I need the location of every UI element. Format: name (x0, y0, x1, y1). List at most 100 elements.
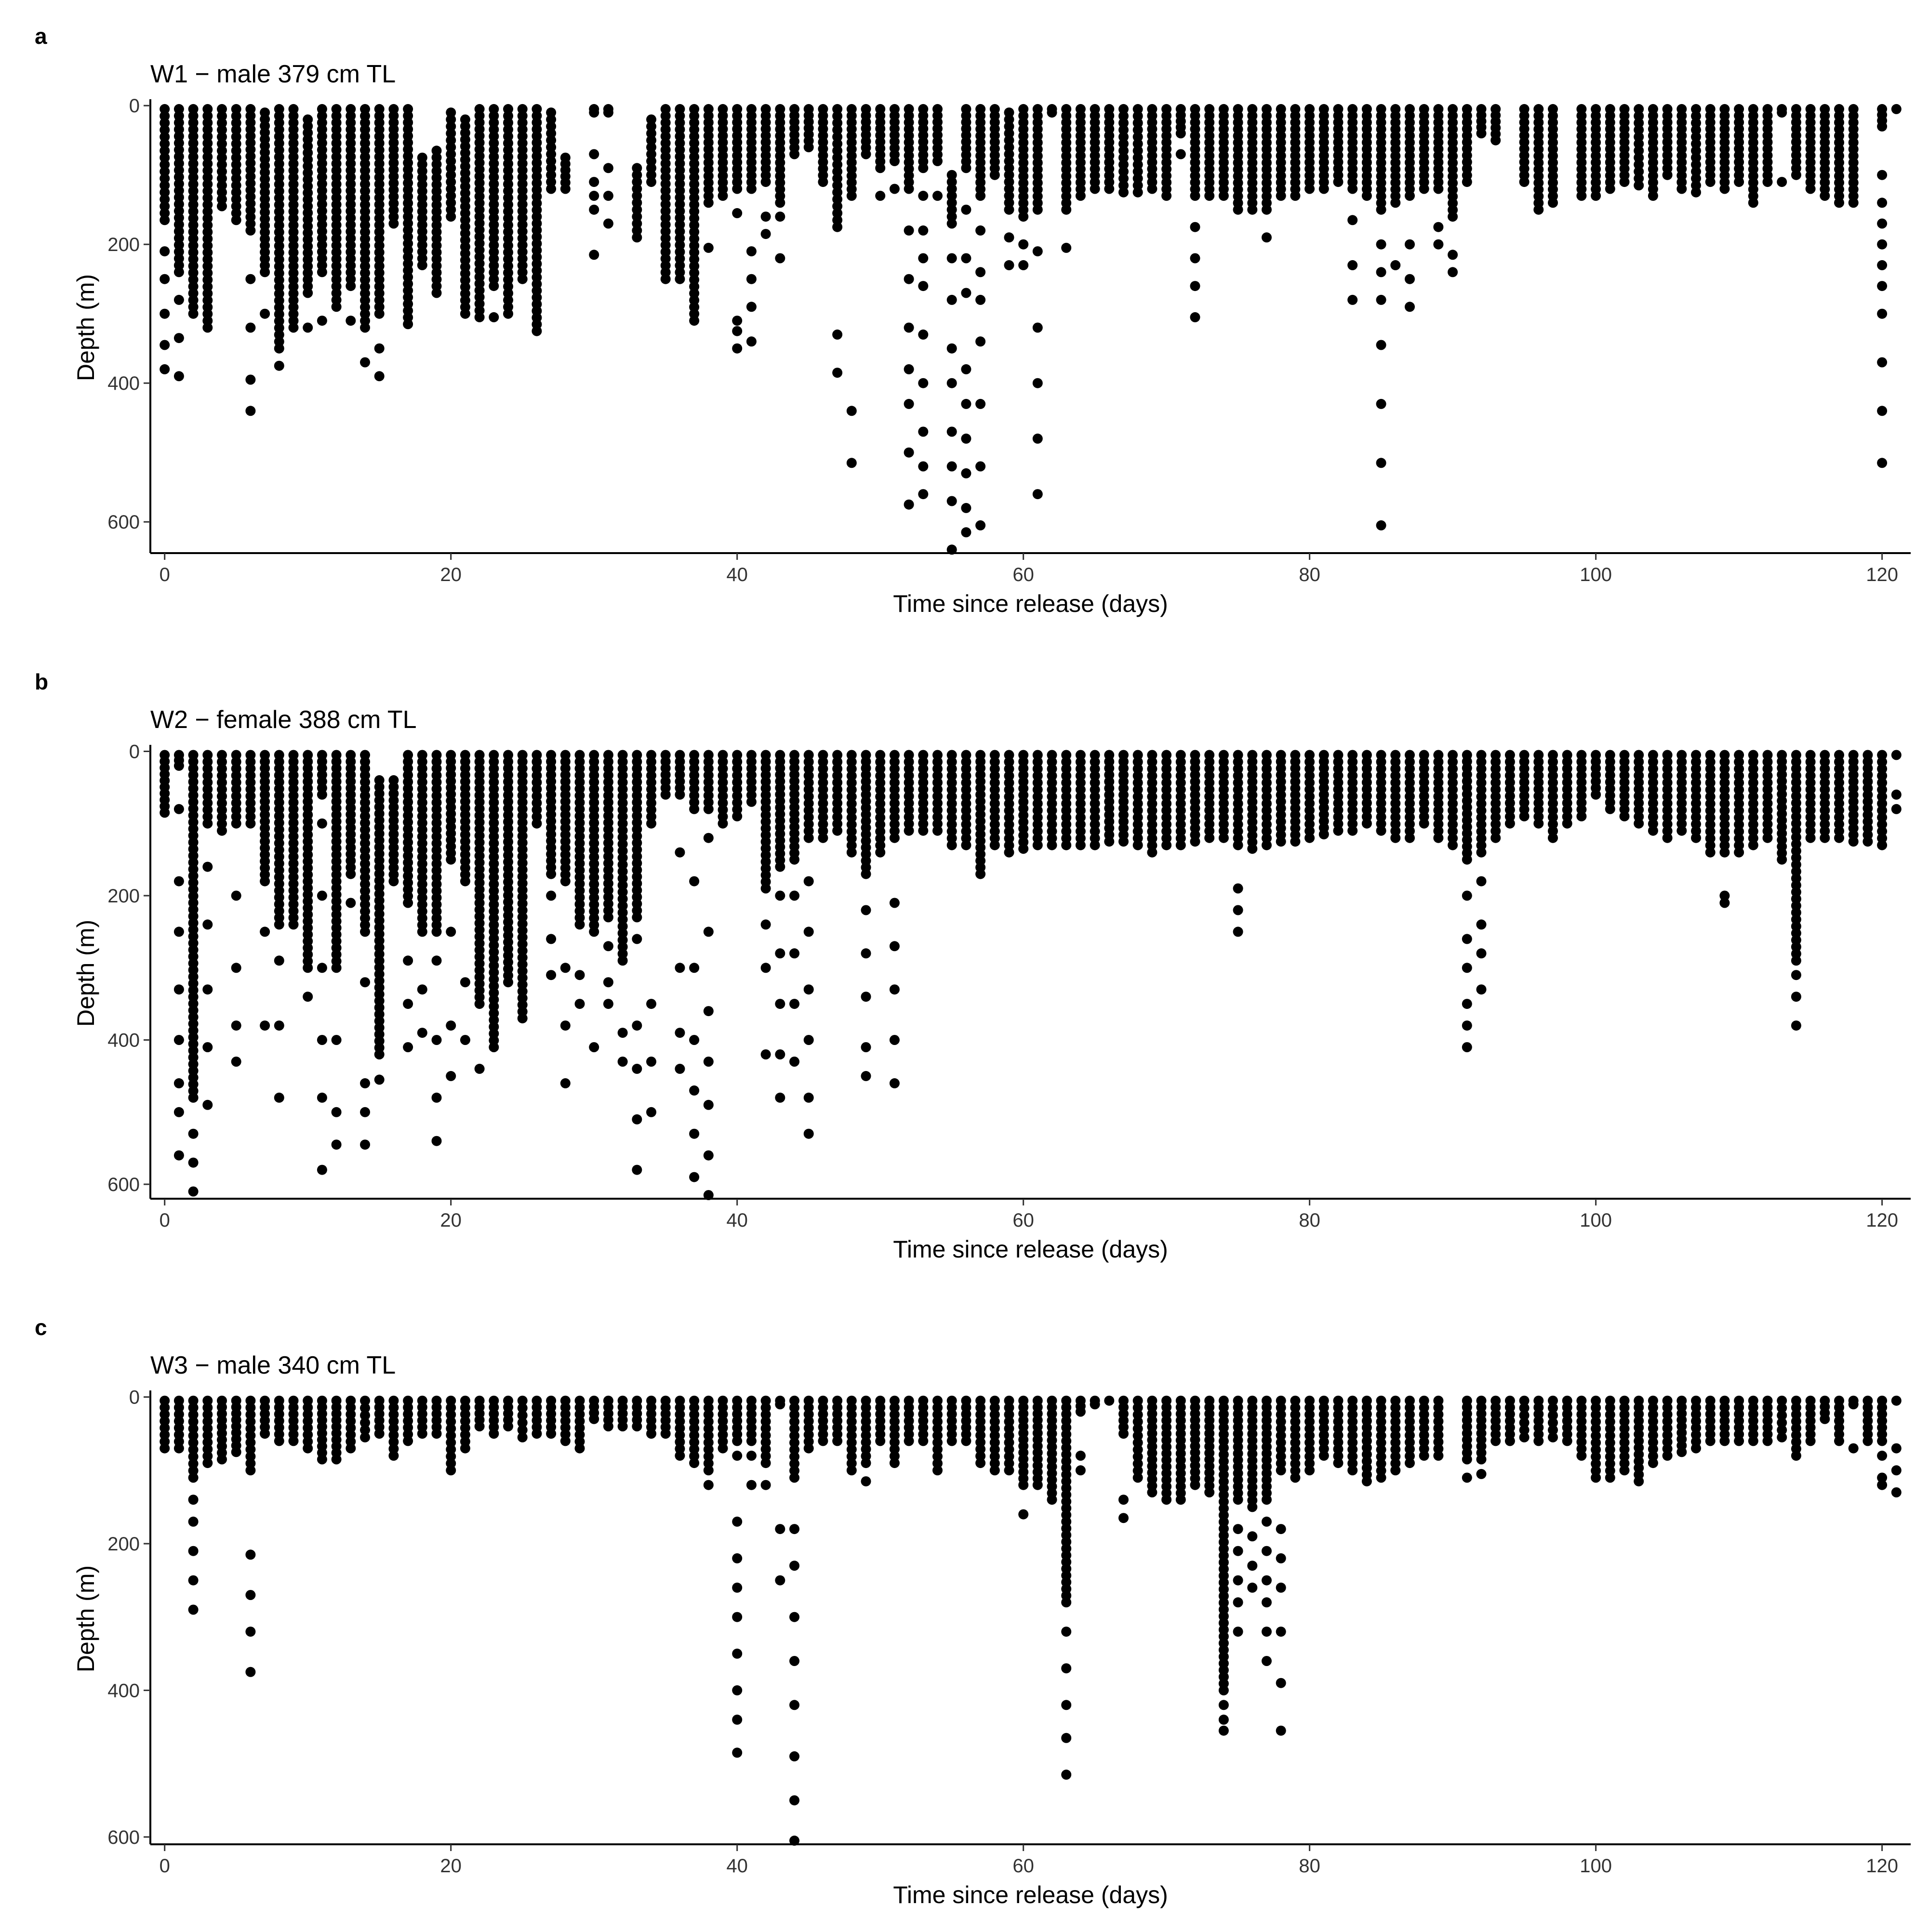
data-point (1233, 1524, 1243, 1534)
data-point (975, 225, 985, 236)
data-point (804, 1093, 814, 1103)
data-point (789, 891, 799, 901)
data-point (1576, 191, 1586, 201)
data-point (746, 1480, 757, 1490)
data-point (1147, 1487, 1157, 1497)
data-point (1548, 833, 1558, 843)
data-point (804, 926, 814, 937)
data-point (775, 862, 785, 872)
data-point (961, 468, 971, 478)
data-point (489, 1042, 499, 1052)
data-point (1247, 205, 1257, 215)
data-point (1376, 826, 1386, 836)
data-point (1090, 840, 1100, 850)
data-point (603, 941, 613, 951)
data-point (231, 1447, 241, 1457)
x-axis-title: Time since release (days) (893, 1236, 1168, 1263)
data-point (689, 1172, 699, 1182)
data-point (518, 1013, 528, 1023)
data-point (575, 999, 585, 1009)
data-point (918, 330, 928, 340)
data-point (360, 357, 370, 368)
data-point (789, 1473, 799, 1483)
data-point (975, 869, 985, 879)
data-point (1477, 919, 1487, 929)
data-point (174, 371, 184, 381)
data-point (174, 1035, 184, 1045)
data-point (374, 1074, 385, 1085)
data-point (1605, 184, 1615, 194)
data-point (575, 919, 585, 929)
data-point (403, 1042, 413, 1052)
data-point (961, 288, 971, 298)
data-point (575, 1443, 585, 1454)
data-point (1877, 239, 1887, 250)
data-point (1304, 184, 1315, 194)
data-point (704, 1057, 714, 1067)
data-point (861, 869, 871, 879)
data-point (346, 316, 356, 326)
data-point (1347, 215, 1357, 225)
data-point (832, 222, 842, 232)
data-point (231, 891, 241, 901)
data-point (775, 948, 785, 958)
data-point (732, 1685, 742, 1695)
data-point (1219, 1726, 1229, 1736)
data-point (174, 333, 184, 343)
data-points (160, 750, 1902, 1201)
data-point (1276, 1627, 1286, 1637)
data-point (947, 427, 957, 437)
data-point (188, 1187, 199, 1197)
data-point (1663, 833, 1673, 843)
data-point (160, 309, 170, 319)
data-point (861, 1476, 871, 1486)
data-point (432, 1429, 442, 1439)
data-point (174, 295, 184, 305)
data-point (832, 330, 842, 340)
data-point (1605, 804, 1615, 814)
data-point (1233, 1627, 1243, 1637)
data-point (560, 963, 571, 973)
data-point (890, 184, 900, 194)
data-point (1061, 1663, 1071, 1673)
data-point (417, 1028, 427, 1038)
data-point (661, 1429, 671, 1439)
data-point (704, 198, 714, 208)
data-point (1233, 1597, 1243, 1607)
data-point (1405, 274, 1415, 284)
data-point (789, 1700, 799, 1710)
y-tick-label: 400 (107, 373, 140, 394)
data-point (374, 344, 385, 354)
data-point (360, 1432, 370, 1442)
data-point (289, 919, 299, 929)
data-point (1233, 905, 1243, 915)
data-point (589, 149, 599, 159)
data-point (1405, 239, 1415, 250)
data-point (861, 905, 871, 915)
data-point (188, 1605, 199, 1615)
data-point (403, 999, 413, 1009)
data-point (618, 1028, 628, 1038)
data-point (360, 1139, 370, 1150)
y-tick-label: 0 (129, 741, 140, 762)
data-point (689, 1035, 699, 1045)
data-point (1262, 1627, 1272, 1637)
data-point (789, 1612, 799, 1622)
data-point (646, 819, 656, 829)
data-point (818, 177, 828, 187)
data-point (1262, 840, 1272, 850)
data-point (646, 1429, 656, 1439)
data-point (1061, 1770, 1071, 1780)
data-point (689, 1129, 699, 1139)
data-point (1834, 198, 1844, 208)
data-point (789, 1656, 799, 1666)
y-tick-label: 400 (107, 1030, 140, 1051)
data-point (975, 399, 985, 409)
data-point (918, 1436, 928, 1446)
data-point (947, 253, 957, 264)
data-point (1033, 378, 1043, 388)
data-point (1133, 187, 1143, 198)
data-point (904, 399, 914, 409)
data-point (1634, 180, 1644, 190)
